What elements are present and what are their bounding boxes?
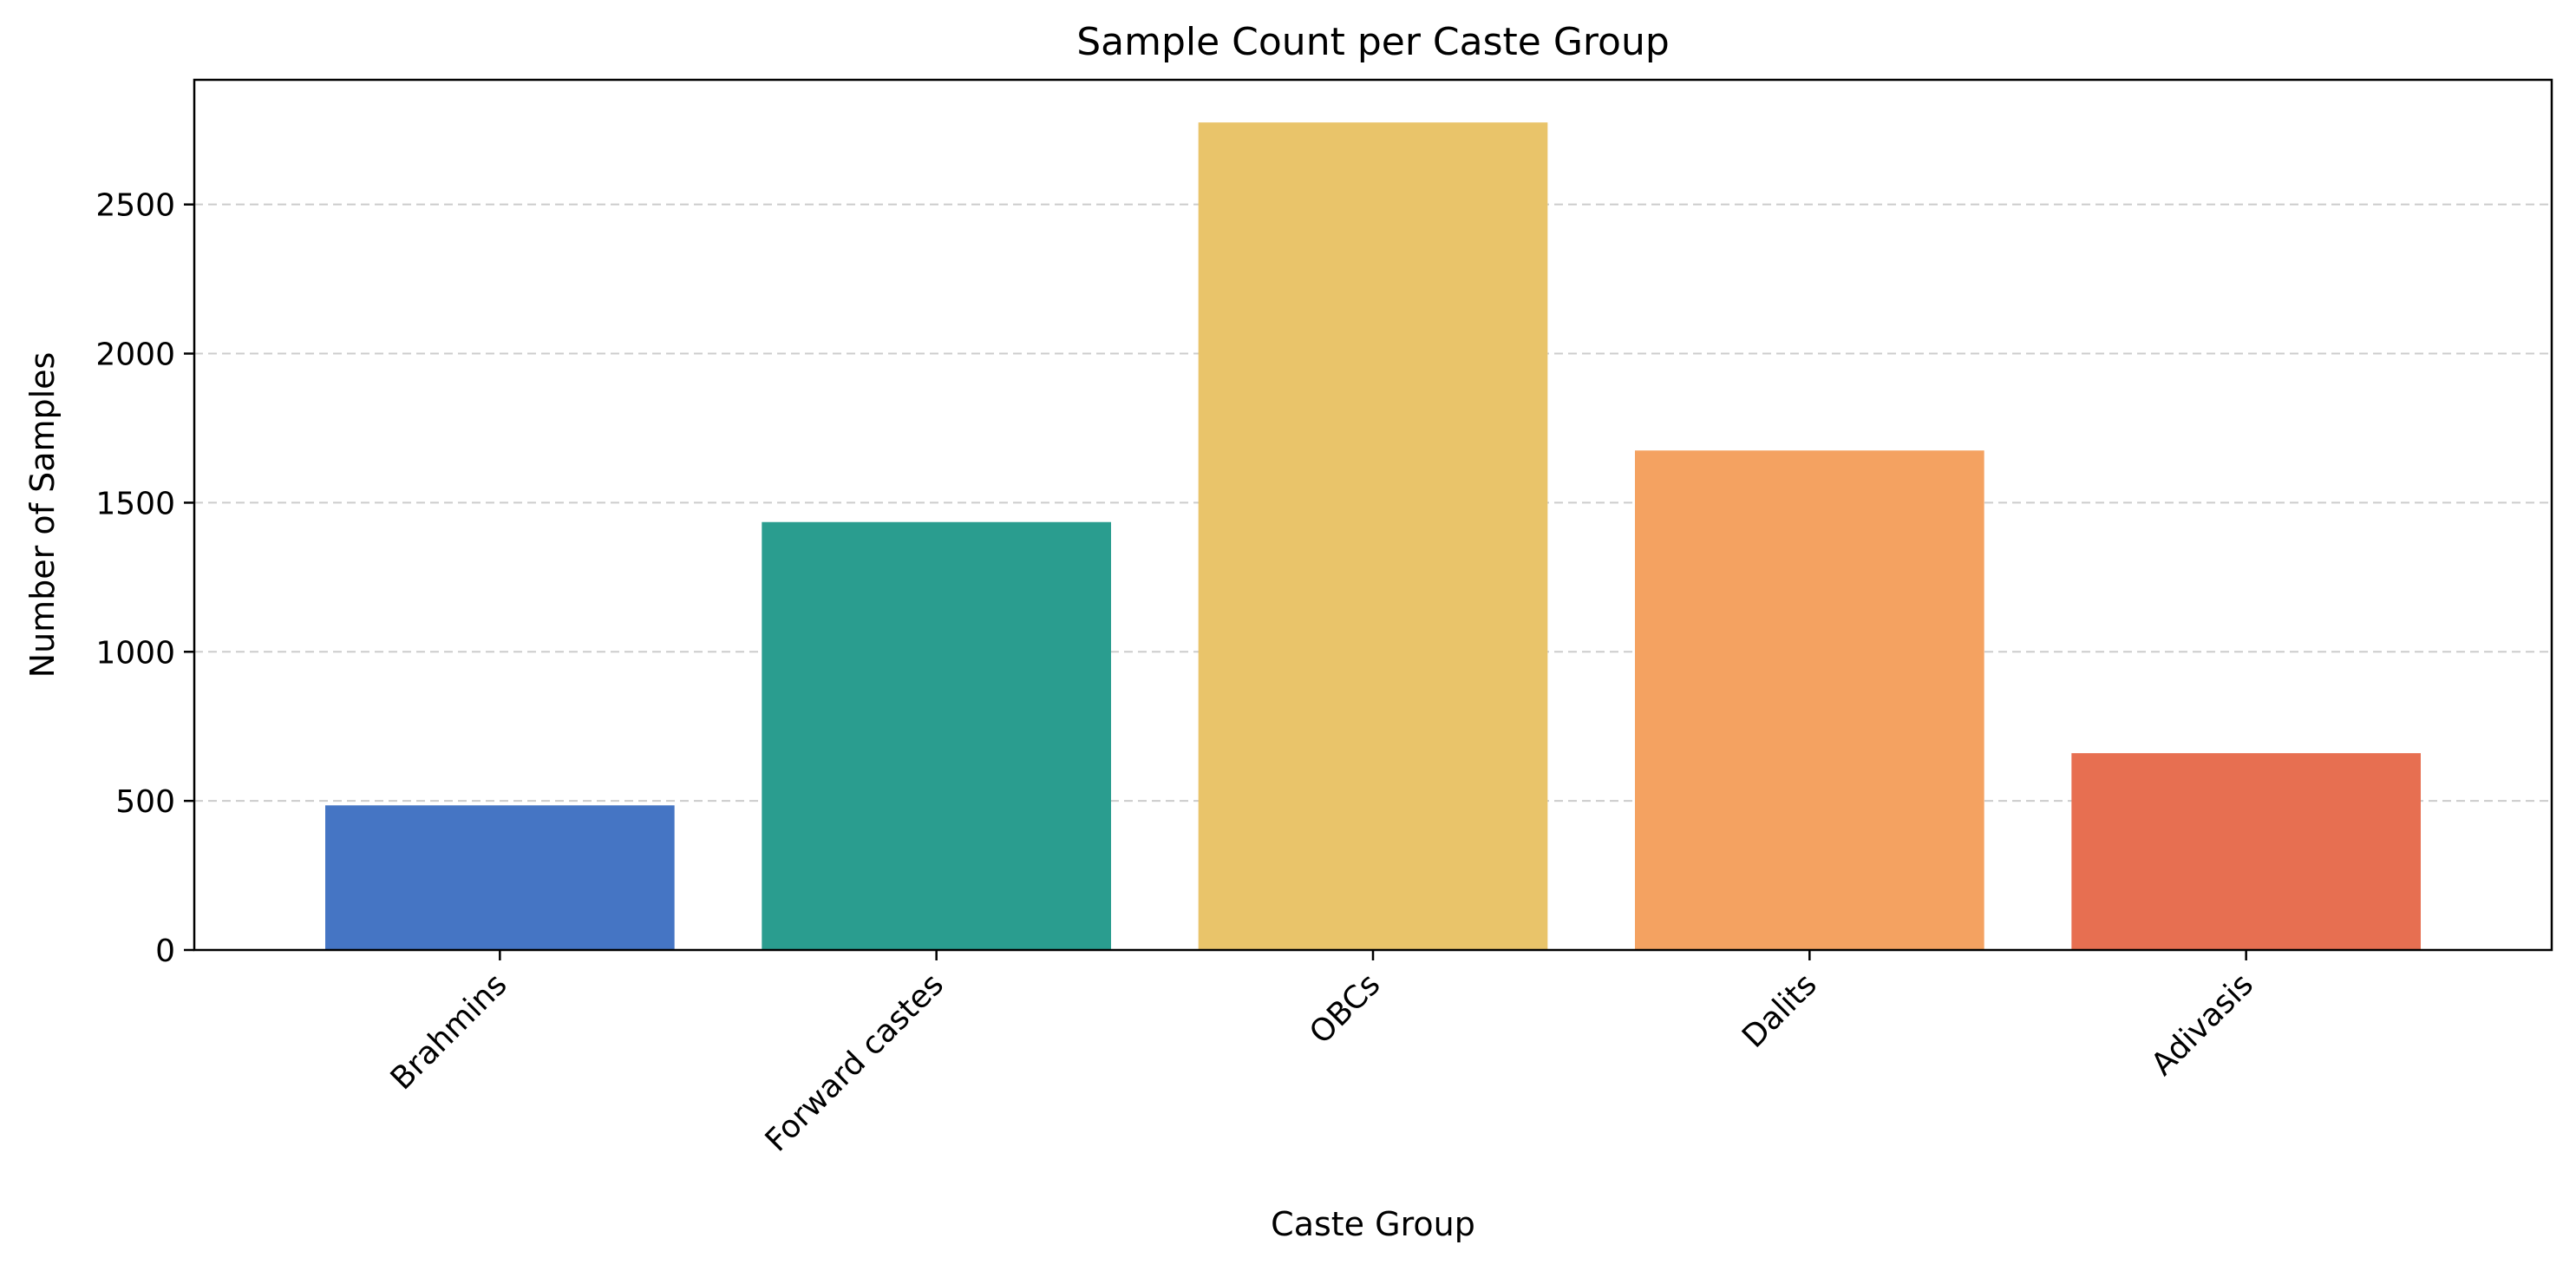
y-tick-label: 1500	[95, 486, 175, 521]
x-axis-label: Caste Group	[1271, 1205, 1475, 1243]
bars	[325, 122, 2421, 950]
bar-obcs	[1198, 122, 1548, 950]
y-axis-ticks: 0 500 1000 1500 2000 2500	[95, 188, 194, 969]
chart-title: Sample Count per Caste Group	[1076, 20, 1670, 64]
y-tick-label: 1000	[95, 635, 175, 671]
bar-dalits	[1635, 450, 1984, 950]
y-tick-label: 500	[115, 784, 175, 820]
y-tick-label: 0	[155, 934, 175, 969]
bar-brahmins	[325, 805, 675, 950]
y-axis-label: Number of Samples	[23, 352, 62, 678]
bar-forward-castes	[762, 521, 1111, 950]
bar-adivasis	[2071, 753, 2421, 950]
y-tick-label: 2000	[95, 337, 175, 373]
y-tick-label: 2500	[95, 188, 175, 224]
